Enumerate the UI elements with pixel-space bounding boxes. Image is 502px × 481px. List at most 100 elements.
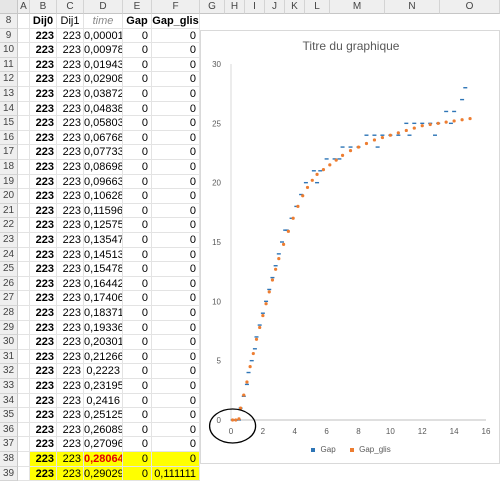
cell-gap-glis[interactable]: 0,111111: [152, 466, 200, 481]
cell-dij0[interactable]: 223: [30, 57, 57, 73]
cell-dij1[interactable]: 223: [57, 174, 84, 190]
column-header-a[interactable]: A: [18, 0, 30, 14]
cell-gap[interactable]: 0: [123, 379, 152, 394]
cell-gap[interactable]: 0: [123, 116, 152, 131]
cell-dij0[interactable]: 223: [30, 233, 57, 248]
cell-dij1[interactable]: 223: [57, 452, 84, 467]
cell-gap-glis[interactable]: 0: [152, 262, 200, 277]
cell-dij0[interactable]: 223: [30, 116, 57, 131]
row-header[interactable]: 18: [0, 160, 18, 175]
cell-gap-glis[interactable]: 0: [152, 408, 200, 423]
cell-dij1[interactable]: 223: [57, 72, 84, 87]
cell-dij1[interactable]: 223: [57, 28, 84, 44]
cell-time[interactable]: 0,00001: [84, 28, 123, 44]
column-header-m[interactable]: M: [330, 0, 385, 14]
cell-gap[interactable]: 0: [123, 393, 152, 409]
cell-dij0[interactable]: 223: [30, 87, 57, 102]
cell-gap[interactable]: 0: [123, 320, 152, 336]
cell-dij1[interactable]: 223: [57, 422, 84, 438]
cell-time[interactable]: 0,2416: [84, 393, 123, 409]
cell-a[interactable]: [18, 101, 30, 117]
column-header-k[interactable]: K: [285, 0, 305, 14]
cell-time[interactable]: 0,10628: [84, 189, 123, 204]
cell-gap[interactable]: 0: [123, 57, 152, 73]
cell-time[interactable]: 0,18371: [84, 306, 123, 321]
cell-gap[interactable]: 0: [123, 335, 152, 350]
cell-time[interactable]: 0,16442: [84, 276, 123, 292]
cell-time[interactable]: 0,28064: [84, 452, 123, 467]
column-header-h[interactable]: H: [225, 0, 245, 14]
cell-dij1[interactable]: 223: [57, 145, 84, 160]
cell-gap-glis[interactable]: 0: [152, 364, 200, 379]
row-header[interactable]: 19: [0, 174, 18, 190]
cell-dij1[interactable]: 223: [57, 233, 84, 248]
cell-dij1[interactable]: 223: [57, 218, 84, 233]
cell-gap[interactable]: 0: [123, 28, 152, 44]
cell-a[interactable]: [18, 379, 30, 394]
cell-a[interactable]: [18, 393, 30, 409]
cell-dij0[interactable]: 223: [30, 364, 57, 379]
row-header[interactable]: 32: [0, 364, 18, 379]
cell-dij1[interactable]: 223: [57, 393, 84, 409]
cell-gap[interactable]: 0: [123, 408, 152, 423]
cell-time[interactable]: 0,04838: [84, 101, 123, 117]
cell-gap-glis[interactable]: 0: [152, 393, 200, 409]
cell-gap-glis[interactable]: 0: [152, 116, 200, 131]
cell-dij0[interactable]: 223: [30, 145, 57, 160]
cell-dij0[interactable]: 223: [30, 130, 57, 146]
row-header[interactable]: 24: [0, 247, 18, 263]
row-header[interactable]: 23: [0, 233, 18, 248]
cell-a[interactable]: [18, 189, 30, 204]
row-header[interactable]: 33: [0, 379, 18, 394]
cell-gap-glis[interactable]: 0: [152, 379, 200, 394]
cell-time[interactable]: 0,03872: [84, 87, 123, 102]
cell-gap-glis[interactable]: 0: [152, 276, 200, 292]
cell-dij1[interactable]: 223: [57, 364, 84, 379]
cell-time[interactable]: 0,07733: [84, 145, 123, 160]
cell-gap[interactable]: 0: [123, 437, 152, 452]
cell-time[interactable]: 0,11596: [84, 203, 123, 219]
cell-a[interactable]: [18, 466, 30, 481]
cell-gap[interactable]: 0: [123, 189, 152, 204]
select-all-corner[interactable]: [0, 0, 18, 14]
row-header[interactable]: 31: [0, 349, 18, 365]
cell-time[interactable]: 0,15478: [84, 262, 123, 277]
row-header[interactable]: 14: [0, 101, 18, 117]
cell-gap[interactable]: 0: [123, 160, 152, 175]
cell-a[interactable]: [18, 408, 30, 423]
cell-gap[interactable]: 0: [123, 72, 152, 87]
cell-a[interactable]: [18, 422, 30, 438]
row-header[interactable]: 36: [0, 422, 18, 438]
cell-a[interactable]: [18, 87, 30, 102]
row-header[interactable]: 9: [0, 28, 18, 44]
cell-time[interactable]: 0,14513: [84, 247, 123, 263]
cell-gap[interactable]: 0: [123, 203, 152, 219]
cell-dij0[interactable]: 223: [30, 408, 57, 423]
cell-a[interactable]: [18, 174, 30, 190]
cell-a[interactable]: [18, 233, 30, 248]
cell-dij1[interactable]: 223: [57, 276, 84, 292]
cell-dij1[interactable]: 223: [57, 160, 84, 175]
cell-a-header[interactable]: [18, 14, 30, 29]
cell-gap[interactable]: 0: [123, 276, 152, 292]
cell-time[interactable]: 0,06768: [84, 130, 123, 146]
cell-gap[interactable]: 0: [123, 247, 152, 263]
cell-gap-glis[interactable]: 0: [152, 320, 200, 336]
cell-time[interactable]: 0,25125: [84, 408, 123, 423]
column-header-e[interactable]: E: [123, 0, 152, 14]
cell-gap-glis[interactable]: 0: [152, 291, 200, 306]
column-header-o[interactable]: O: [440, 0, 500, 14]
row-header[interactable]: 28: [0, 306, 18, 321]
row-header[interactable]: 35: [0, 408, 18, 423]
cell-time[interactable]: 0,05803: [84, 116, 123, 131]
cell-a[interactable]: [18, 364, 30, 379]
cell-a[interactable]: [18, 116, 30, 131]
column-header-j[interactable]: J: [265, 0, 285, 14]
column-header-n[interactable]: N: [385, 0, 440, 14]
cell-a[interactable]: [18, 130, 30, 146]
cell-gap-glis[interactable]: 0: [152, 101, 200, 117]
row-header[interactable]: 16: [0, 130, 18, 146]
row-header[interactable]: 30: [0, 335, 18, 350]
column-header-g[interactable]: G: [200, 0, 225, 14]
cell-gap[interactable]: 0: [123, 466, 152, 481]
